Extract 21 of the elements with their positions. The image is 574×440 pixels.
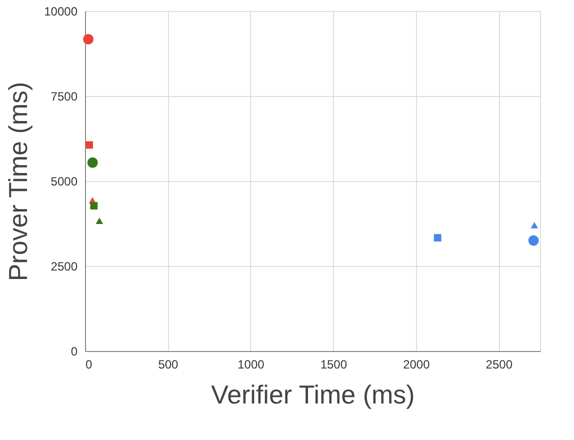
x-axis-title: Verifier Time (ms) — [211, 380, 415, 410]
x-tick-label: 0 — [86, 358, 92, 372]
point — [90, 202, 98, 210]
point — [434, 234, 442, 242]
y-tick-label: 10000 — [44, 4, 78, 18]
point — [528, 235, 539, 246]
point — [87, 157, 98, 168]
point — [530, 222, 538, 228]
x-tick-label: 2000 — [403, 358, 430, 372]
point — [83, 34, 94, 44]
y-tick-label: 0 — [70, 344, 78, 358]
point — [96, 218, 104, 224]
x-tick-label: 500 — [158, 358, 179, 372]
y-axis-title: Prover Time (ms) — [3, 82, 34, 282]
y-tick-label: 5000 — [50, 174, 78, 188]
y-tick-label: 2500 — [50, 260, 78, 274]
x-tick-label: 2500 — [486, 358, 513, 372]
x-tick-label: 1500 — [320, 358, 348, 372]
point — [86, 141, 94, 149]
y-tick-label: 7500 — [50, 90, 78, 104]
x-tick-label: 1000 — [238, 358, 265, 372]
